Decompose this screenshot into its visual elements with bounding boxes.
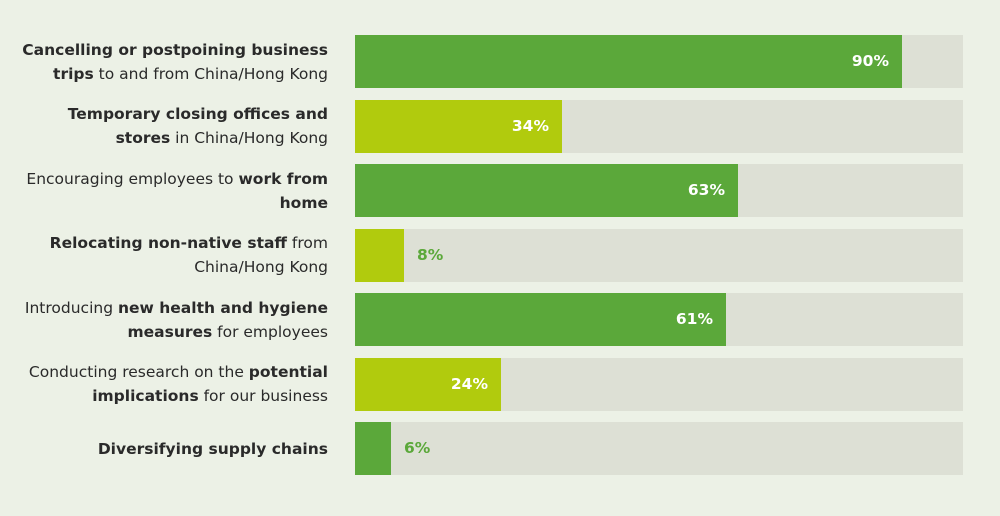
- bar: [355, 357, 501, 411]
- category-label-part: for employees: [212, 322, 328, 341]
- category-label-text: Temporary closing offices and stores in C…: [68, 102, 328, 150]
- category-label: Relocating non-native staff from China/Ho…: [8, 229, 328, 282]
- category-label-bold-part: stores: [115, 129, 171, 147]
- category-label-part: China/Hong Kong: [194, 258, 328, 276]
- category-label-text: Relocating non-native staff from China/Ho…: [50, 231, 328, 279]
- category-label-part: to and from China/Hong Kong: [93, 64, 328, 83]
- category-label-bold-part: Relocating non-native staff: [49, 234, 287, 252]
- category-label: Cancelling or postpoining business trips …: [8, 35, 328, 88]
- bar-track: 63%: [355, 164, 963, 217]
- category-label: Temporary closing offices and stores in C…: [8, 100, 328, 153]
- category-label-bold-part: trips: [53, 64, 94, 83]
- category-label-text: Introducing new health and hygiene measur…: [25, 296, 328, 344]
- bar-row: Relocating non-native staff from China/Ho…: [0, 228, 1000, 282]
- bar-row: Conducting research on the potential impl…: [0, 357, 1000, 411]
- category-label-part: Encouraging employees to: [26, 169, 239, 188]
- bar-row: Cancelling or postpoining business trips …: [0, 35, 1000, 88]
- bar: [355, 35, 902, 88]
- bar: [355, 164, 738, 217]
- category-label: Introducing new health and hygiene measur…: [8, 293, 328, 346]
- category-label-bold-part: Diversifying supply chains: [97, 439, 328, 458]
- value-label: 90%: [851, 52, 889, 70]
- category-label-bold-part: home: [279, 193, 328, 212]
- category-label-bold-part: measures: [127, 322, 213, 341]
- category-label-bold-part: Temporary closing offices and: [67, 105, 328, 123]
- category-label-bold-part: work from: [238, 169, 328, 188]
- category-label-bold-part: potential: [248, 363, 328, 381]
- value-label: 8%: [417, 245, 444, 264]
- category-label-text: Conducting research on the potential impl…: [29, 360, 328, 408]
- category-label-text: Encouraging employees to work from home: [26, 167, 328, 215]
- value-label: 6%: [404, 439, 431, 457]
- bar-track: 61%: [355, 293, 963, 346]
- bar-row: Temporary closing offices and stores in C…: [0, 99, 1000, 153]
- bar-row: Encouraging employees to work from home 63…: [0, 164, 1000, 217]
- value-label: 24%: [450, 374, 488, 393]
- category-label-part: in China/Hong Kong: [170, 129, 328, 147]
- category-label-text: Diversifying supply chains: [98, 437, 328, 461]
- bar-track: 8%: [355, 228, 963, 282]
- bar-row: Introducing new health and hygiene measur…: [0, 293, 1000, 346]
- value-label: 34%: [511, 116, 549, 135]
- value-label: 63%: [687, 181, 725, 199]
- category-label-bold-part: new health and hygiene: [117, 298, 328, 317]
- bar-track: 34%: [355, 99, 963, 153]
- bar: [355, 99, 562, 153]
- bar: [355, 228, 404, 282]
- bar-track: 24%: [355, 357, 963, 411]
- category-label: Diversifying supply chains: [8, 422, 328, 475]
- bar-track: 90%: [355, 35, 963, 88]
- category-label-part: Introducing: [24, 298, 118, 317]
- category-label-part: from: [287, 234, 328, 252]
- category-label-bold-part: Cancelling or postpoining business: [22, 40, 328, 59]
- bar-row: Diversifying supply chains 6%: [0, 422, 1000, 475]
- category-label-bold-part: implications: [92, 387, 199, 405]
- bar: [355, 422, 391, 475]
- bar: [355, 293, 726, 346]
- category-label: Conducting research on the potential impl…: [8, 358, 328, 411]
- value-label: 61%: [675, 310, 713, 328]
- bar-track: 6%: [355, 422, 963, 475]
- category-label-part: for our business: [198, 387, 328, 405]
- category-label: Encouraging employees to work from home: [8, 164, 328, 217]
- category-label-part: Conducting research on the: [28, 363, 249, 381]
- category-label-text: Cancelling or postpoining business trips …: [22, 38, 328, 86]
